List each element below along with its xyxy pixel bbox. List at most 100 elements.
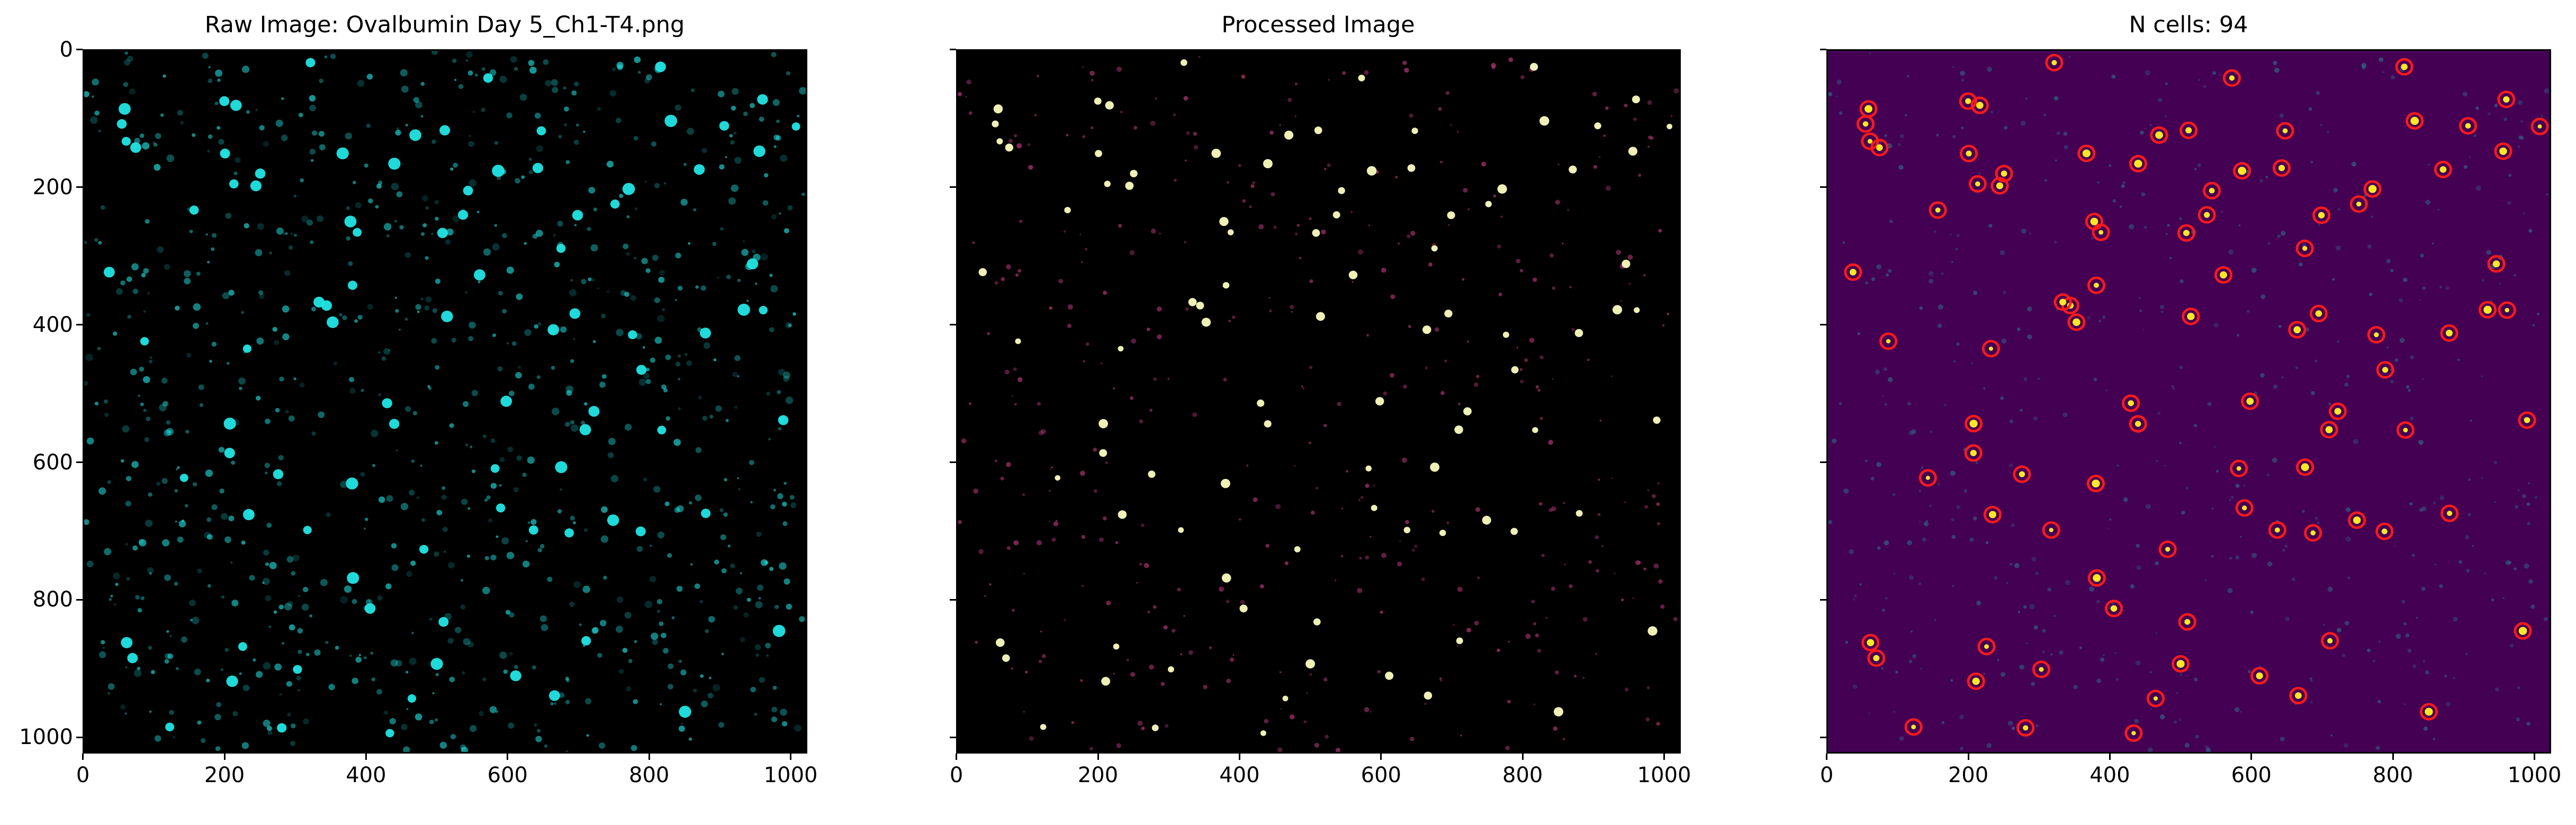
cell-speck <box>1346 470 1349 473</box>
cell-speck <box>1601 545 1604 547</box>
cell-bright <box>1622 259 1631 268</box>
cell-speck <box>2403 277 2408 282</box>
x-tick <box>1238 754 1240 760</box>
cell-speck <box>2173 387 2175 390</box>
cell-speck <box>157 246 164 253</box>
cell-speck <box>705 629 709 633</box>
cell-speck <box>395 130 401 136</box>
cell-speck <box>467 555 471 558</box>
cell-speck <box>1839 111 1843 115</box>
cell-speck <box>587 226 591 231</box>
cell-speck <box>421 518 425 522</box>
cell-speck <box>2405 633 2410 638</box>
cell-bright <box>759 305 768 315</box>
cell-bright <box>463 186 473 196</box>
cell-marker <box>2434 160 2452 178</box>
cell-speck <box>399 225 404 230</box>
cell-speck <box>2053 614 2056 617</box>
cell-speck <box>2251 267 2257 273</box>
cell-marker <box>2349 195 2368 213</box>
cell-speck <box>2517 100 2523 105</box>
cell-speck <box>2169 257 2172 259</box>
cell-speck <box>1563 502 1565 504</box>
cell-speck <box>651 632 659 640</box>
cell-speck <box>366 74 373 80</box>
cell-speck <box>2273 60 2277 65</box>
cell-speck <box>340 596 348 604</box>
cell-speck <box>281 134 288 141</box>
y-tick <box>1820 186 1826 188</box>
cell-speck <box>90 116 98 124</box>
cell-speck <box>2204 579 2207 582</box>
cell-speck <box>2335 245 2341 251</box>
cell-speck <box>2167 224 2170 227</box>
cell-speck <box>1139 419 1143 423</box>
cell-speck <box>2473 134 2476 137</box>
cell-speck <box>2346 375 2350 378</box>
cell-speck <box>1023 711 1025 713</box>
cell-speck <box>413 97 419 103</box>
cell-speck <box>198 384 204 391</box>
cell-speck <box>1881 667 1884 670</box>
cell-speck <box>2491 598 2494 602</box>
cell-speck <box>94 401 99 406</box>
cell-speck <box>601 313 606 319</box>
cell-speck <box>1647 100 1652 105</box>
cell-speck <box>1028 165 1033 170</box>
cell-speck <box>633 699 638 704</box>
cell-speck <box>958 520 962 524</box>
cell-bright <box>1647 626 1658 636</box>
cell-bright <box>1125 182 1134 190</box>
cell-bright <box>2185 127 2192 134</box>
cell-speck <box>442 486 446 490</box>
cell-speck <box>104 413 109 417</box>
cell-speck <box>395 449 398 451</box>
cell-speck <box>528 170 533 175</box>
cell-speck <box>552 407 560 415</box>
cell-speck <box>2238 224 2241 226</box>
cell-speck <box>1409 113 1413 118</box>
cell-speck <box>607 452 614 458</box>
cell-bright <box>364 603 376 614</box>
detected-cells-axes <box>1826 49 2551 754</box>
cell-speck <box>2116 464 2119 467</box>
cell-speck <box>1835 96 1838 98</box>
cell-speck <box>1557 163 1560 166</box>
cell-speck <box>583 528 588 532</box>
cell-speck <box>1937 483 1940 486</box>
cell-bright <box>1574 329 1583 338</box>
cell-marker <box>1965 415 1983 433</box>
cell-speck <box>125 543 128 546</box>
cell-bright <box>2524 417 2530 423</box>
cell-speck <box>1370 536 1372 538</box>
cell-speck <box>598 742 606 749</box>
processed-image-axes <box>956 49 1681 754</box>
cell-speck <box>1561 242 1564 244</box>
cell-speck <box>258 290 264 295</box>
cell-speck <box>1309 673 1312 676</box>
cell-speck <box>701 700 708 708</box>
cell-speck <box>434 551 439 557</box>
cell-speck <box>695 285 699 289</box>
cell-speck <box>486 495 491 500</box>
cell-speck <box>1481 161 1487 167</box>
cell-bright <box>1260 730 1266 736</box>
cell-speck <box>1597 513 1601 516</box>
cell-speck <box>276 481 282 486</box>
cell-speck <box>1881 609 1885 612</box>
cell-speck <box>2157 411 2160 415</box>
cell-speck <box>1976 601 1981 606</box>
x-tick-label: 0 <box>1820 763 1834 787</box>
cell-speck <box>317 215 323 222</box>
cell-speck <box>2499 283 2501 285</box>
cell-speck <box>404 318 408 321</box>
x-tick-label: 400 <box>2089 763 2130 787</box>
cell-speck <box>132 288 139 294</box>
cell-speck <box>675 361 681 367</box>
cell-speck <box>98 487 106 495</box>
cell-speck <box>1023 573 1025 575</box>
cell-bright <box>2425 708 2433 716</box>
cell-speck <box>776 119 780 123</box>
cell-speck <box>2353 439 2358 445</box>
cell-marker <box>2129 415 2147 433</box>
